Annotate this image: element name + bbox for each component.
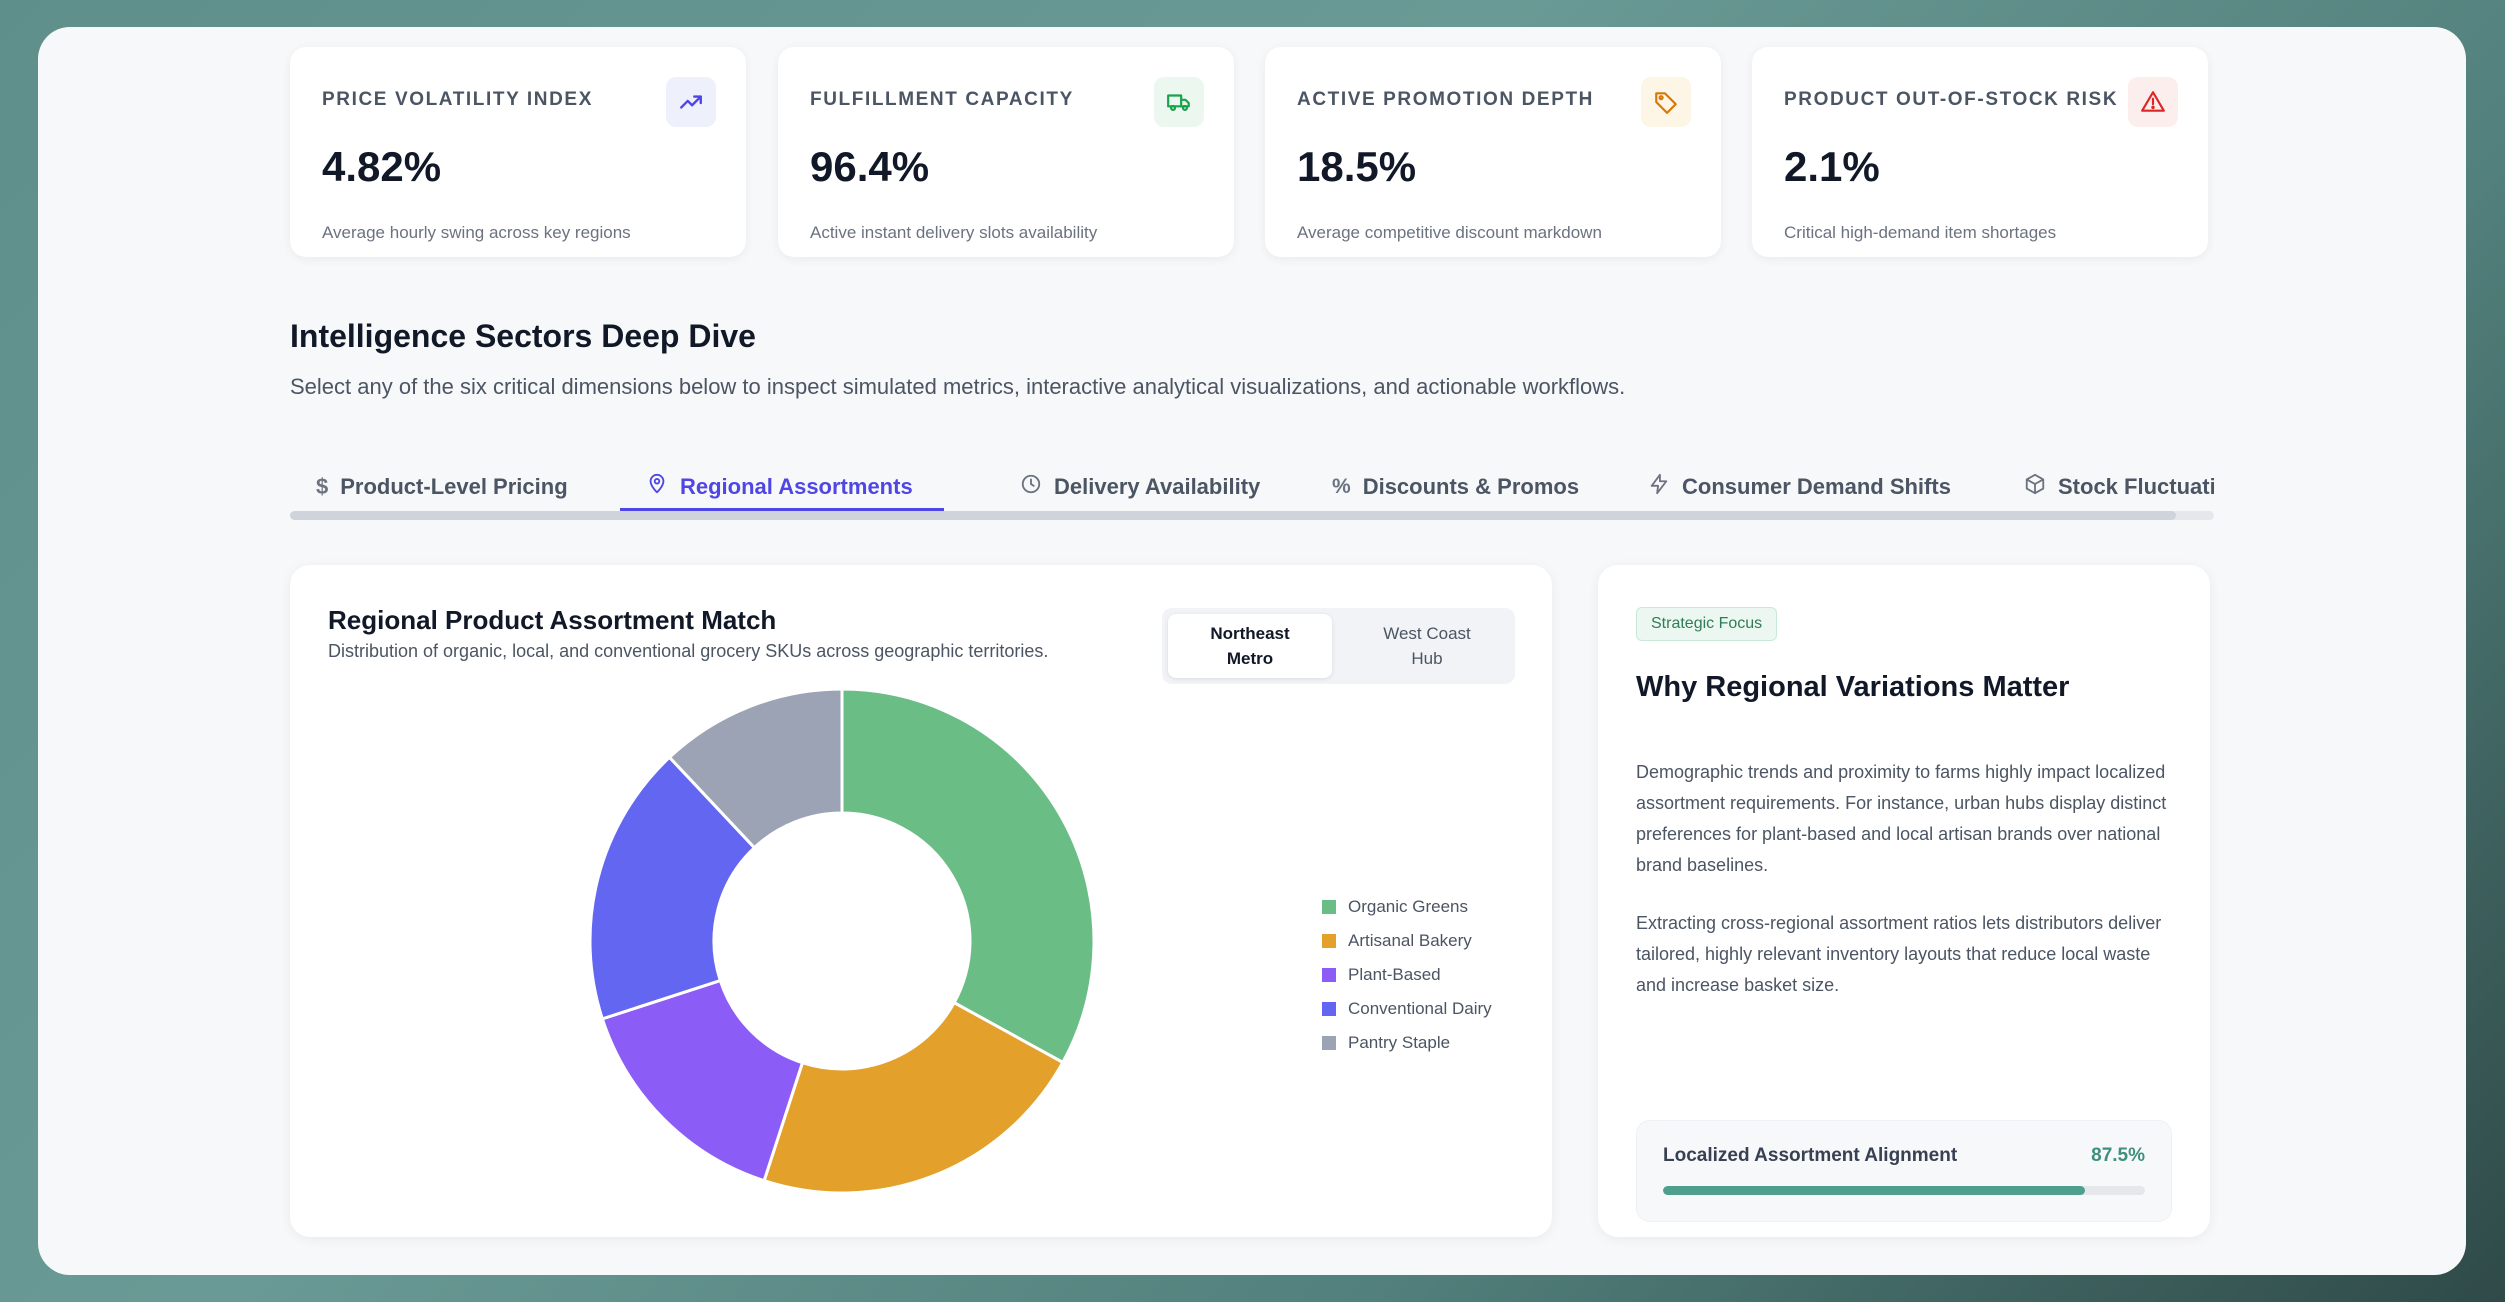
dollar-icon: $ xyxy=(316,474,329,499)
chart-title: Regional Product Assortment Match xyxy=(328,605,777,635)
map-pin-icon xyxy=(646,473,668,501)
donut-slice-plant-based[interactable] xyxy=(600,978,805,1183)
kpi-subtitle: Average competitive discount markdown xyxy=(1297,223,1602,242)
tab-regional-assortments[interactable]: Regional Assortments xyxy=(646,457,913,517)
active-tab-indicator xyxy=(620,508,944,511)
alignment-progress: Localized Assortment Alignment 87.5% xyxy=(1636,1120,2172,1222)
legend-label: Pantry Staple xyxy=(1348,1033,1451,1052)
legend-swatch xyxy=(1322,1036,1336,1050)
insight-title: Why Regional Variations Matter xyxy=(1636,671,2070,703)
section-description: Select any of the six critical dimension… xyxy=(290,374,1626,399)
progress-fill xyxy=(1663,1186,2085,1195)
legend-item[interactable]: Artisanal Bakery xyxy=(1322,924,1492,958)
legend-swatch xyxy=(1322,900,1336,914)
legend-item[interactable]: Plant-Based xyxy=(1322,958,1492,992)
kpi-card-price-volatility: PRICE VOLATILITY INDEX 4.82% Average hou… xyxy=(290,47,746,257)
tab-delivery-availability[interactable]: Delivery Availability xyxy=(1020,457,1260,517)
chart-subtitle: Distribution of organic, local, and conv… xyxy=(328,641,1049,661)
donut-slice-pantry-staple[interactable] xyxy=(667,687,844,850)
donut-slice-conventional-dairy[interactable] xyxy=(588,755,757,1021)
kpi-label: PRICE VOLATILITY INDEX xyxy=(322,89,593,110)
kpi-value: 4.82% xyxy=(322,143,442,190)
tab-consumer-demand-shifts[interactable]: Consumer Demand Shifts xyxy=(1648,457,1951,517)
legend-swatch xyxy=(1322,968,1336,982)
tab-label: Product-Level Pricing xyxy=(340,474,568,499)
dashboard-panel: PRICE VOLATILITY INDEX 4.82% Average hou… xyxy=(38,27,2466,1275)
tab-label: Regional Assortments xyxy=(680,474,913,499)
region-west-coast-hub-button[interactable]: West Coast Hub xyxy=(1383,624,1471,668)
tab-label: Delivery Availability xyxy=(1054,474,1261,499)
kpi-card-promotion-depth: ACTIVE PROMOTION DEPTH 18.5% Average com… xyxy=(1265,47,1721,257)
assortment-chart-card: Regional Product Assortment Match Distri… xyxy=(290,565,1552,1237)
kpi-subtitle: Critical high-demand item shortages xyxy=(1784,223,2057,242)
progress-label: Localized Assortment Alignment xyxy=(1663,1145,1958,1166)
section-title: Intelligence Sectors Deep Dive xyxy=(290,318,756,354)
tab-label: Discounts & Promos xyxy=(1362,474,1580,499)
legend-item[interactable]: Organic Greens xyxy=(1322,890,1492,924)
insight-card: Strategic Focus Why Regional Variations … xyxy=(1598,565,2210,1237)
donut-chart xyxy=(588,687,1096,1195)
progress-value: 87.5% xyxy=(2091,1145,2145,1166)
truck-icon xyxy=(1154,77,1204,127)
sector-tabs: $ Product-Level Pricing Regional Assortm… xyxy=(290,457,2214,517)
legend-label: Plant-Based xyxy=(1348,965,1441,984)
region-northeast-metro-button[interactable]: Northeast Metro xyxy=(1168,614,1332,678)
zap-icon xyxy=(1648,473,1670,501)
strategic-focus-badge: Strategic Focus xyxy=(1636,607,1778,641)
trending-up-icon xyxy=(666,77,716,127)
tab-product-level-pricing[interactable]: $ Product-Level Pricing xyxy=(316,457,568,517)
progress-track xyxy=(1663,1186,2145,1195)
legend-label: Organic Greens xyxy=(1348,897,1468,916)
tab-label: Stock Fluctuations xyxy=(2058,474,2214,499)
kpi-card-fulfillment: FULFILLMENT CAPACITY 96.4% Active instan… xyxy=(778,47,1234,257)
insight-paragraph-1: Demographic trends and proximity to farm… xyxy=(1636,762,2167,875)
kpi-value: 96.4% xyxy=(810,143,930,190)
kpi-value: 2.1% xyxy=(1784,143,1880,190)
legend-label: Artisanal Bakery xyxy=(1348,931,1472,950)
kpi-subtitle: Average hourly swing across key regions xyxy=(322,223,631,242)
box-icon xyxy=(2024,473,2046,501)
kpi-value: 18.5% xyxy=(1297,143,1417,190)
kpi-subtitle: Active instant delivery slots availabili… xyxy=(810,223,1098,242)
insight-paragraph-2: Extracting cross-regional assortment rat… xyxy=(1636,913,2162,995)
tab-discounts-promos[interactable]: % Discounts & Promos xyxy=(1332,457,1579,517)
legend-label: Conventional Dairy xyxy=(1348,999,1492,1018)
legend-swatch xyxy=(1322,1002,1336,1016)
tabs-scrollbar-thumb[interactable] xyxy=(290,511,2176,520)
percent-icon: % xyxy=(1332,475,1351,498)
donut-slice-artisanal-bakery[interactable] xyxy=(762,1000,1065,1195)
donut-slice-organic-greens[interactable] xyxy=(840,687,1096,1065)
tab-stock-fluctuations[interactable]: Stock Fluctuations xyxy=(2024,457,2214,517)
tab-label: Consumer Demand Shifts xyxy=(1682,474,1951,499)
alert-triangle-icon xyxy=(2128,77,2178,127)
kpi-label: FULFILLMENT CAPACITY xyxy=(810,89,1074,110)
kpi-card-out-of-stock: PRODUCT OUT-OF-STOCK RISK 2.1% Critical … xyxy=(1752,47,2208,257)
legend-item[interactable]: Pantry Staple xyxy=(1322,1026,1492,1060)
chart-legend: Organic Greens Artisanal Bakery Plant-Base… xyxy=(1322,890,1492,1060)
region-toggle: Northeast Metro West Coast Hub xyxy=(1162,608,1515,684)
legend-item[interactable]: Conventional Dairy xyxy=(1322,992,1492,1026)
kpi-label: PRODUCT OUT-OF-STOCK RISK xyxy=(1784,89,2119,110)
clock-icon xyxy=(1020,473,1042,501)
legend-swatch xyxy=(1322,934,1336,948)
kpi-label: ACTIVE PROMOTION DEPTH xyxy=(1297,89,1594,110)
tag-icon xyxy=(1641,77,1691,127)
